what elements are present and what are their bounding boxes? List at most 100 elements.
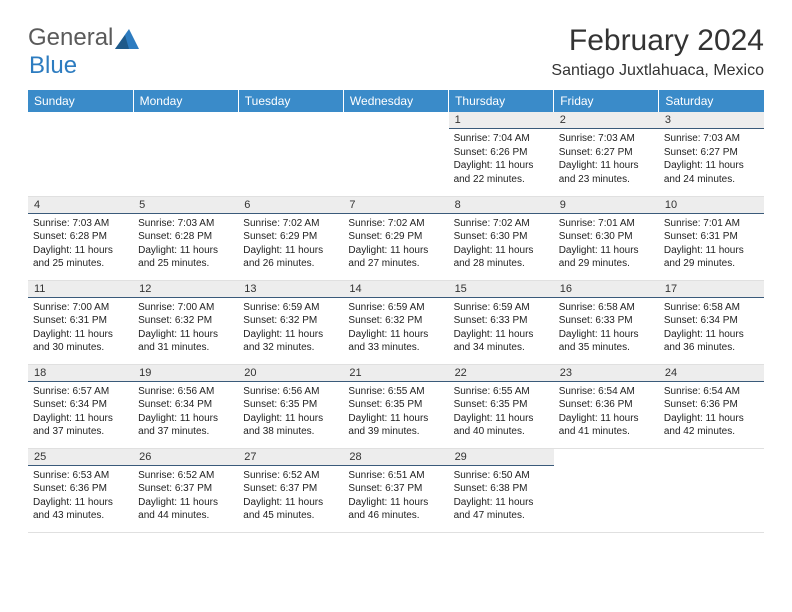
- calendar-row: 1 Sunrise: 7:04 AMSunset: 6:26 PMDaylight…: [28, 112, 764, 196]
- weekday-header: Sunday: [28, 90, 133, 112]
- sunset-text: Sunset: 6:30 PM: [454, 230, 549, 244]
- sunrise-text: Sunrise: 6:57 AM: [33, 385, 128, 399]
- calendar-cell: 20Sunrise: 6:56 AMSunset: 6:35 PMDayligh…: [238, 364, 343, 448]
- day-number: 13: [238, 281, 343, 298]
- sunrise-text: Sunrise: 7:03 AM: [33, 217, 128, 231]
- calendar-cell: [133, 112, 238, 196]
- daylight-text: Daylight: 11 hours and 45 minutes.: [243, 496, 338, 523]
- sunset-text: Sunset: 6:31 PM: [33, 314, 128, 328]
- day-content: Sunrise: 6:51 AMSunset: 6:37 PMDaylight:…: [343, 466, 448, 526]
- logo: General: [28, 24, 139, 52]
- sunrise-text: Sunrise: 7:00 AM: [138, 301, 233, 315]
- weekday-header: Monday: [133, 90, 238, 112]
- sunrise-text: Sunrise: 6:55 AM: [348, 385, 443, 399]
- calendar-cell: [659, 448, 764, 532]
- daylight-text: Daylight: 11 hours and 41 minutes.: [559, 412, 654, 439]
- weekday-header: Tuesday: [238, 90, 343, 112]
- sunrise-text: Sunrise: 7:03 AM: [559, 132, 654, 146]
- sunrise-text: Sunrise: 6:52 AM: [138, 469, 233, 483]
- calendar-cell: 15Sunrise: 6:59 AMSunset: 6:33 PMDayligh…: [449, 280, 554, 364]
- day-content: Sunrise: 6:59 AMSunset: 6:32 PMDaylight:…: [238, 298, 343, 358]
- calendar-cell: 26Sunrise: 6:52 AMSunset: 6:37 PMDayligh…: [133, 448, 238, 532]
- day-number: 17: [659, 281, 764, 298]
- sunrise-text: Sunrise: 6:59 AM: [454, 301, 549, 315]
- sunset-text: Sunset: 6:28 PM: [138, 230, 233, 244]
- calendar-cell: 29Sunrise: 6:50 AMSunset: 6:38 PMDayligh…: [449, 448, 554, 532]
- day-number: 12: [133, 281, 238, 298]
- daylight-text: Daylight: 11 hours and 35 minutes.: [559, 328, 654, 355]
- calendar-cell: 23Sunrise: 6:54 AMSunset: 6:36 PMDayligh…: [554, 364, 659, 448]
- sunset-text: Sunset: 6:38 PM: [454, 482, 549, 496]
- day-number: 26: [133, 449, 238, 466]
- weekday-header: Thursday: [449, 90, 554, 112]
- day-number: 8: [449, 197, 554, 214]
- calendar-cell: 21Sunrise: 6:55 AMSunset: 6:35 PMDayligh…: [343, 364, 448, 448]
- sunrise-text: Sunrise: 7:02 AM: [454, 217, 549, 231]
- logo-triangle-icon: [115, 28, 139, 48]
- day-number: 6: [238, 197, 343, 214]
- calendar-cell: 19Sunrise: 6:56 AMSunset: 6:34 PMDayligh…: [133, 364, 238, 448]
- weekday-header: Saturday: [659, 90, 764, 112]
- sunset-text: Sunset: 6:31 PM: [664, 230, 759, 244]
- sunrise-text: Sunrise: 6:58 AM: [559, 301, 654, 315]
- daylight-text: Daylight: 11 hours and 37 minutes.: [33, 412, 128, 439]
- day-number: 2: [554, 112, 659, 129]
- calendar-cell: 22Sunrise: 6:55 AMSunset: 6:35 PMDayligh…: [449, 364, 554, 448]
- day-number: 9: [554, 197, 659, 214]
- calendar-cell: 13Sunrise: 6:59 AMSunset: 6:32 PMDayligh…: [238, 280, 343, 364]
- calendar-cell: 18Sunrise: 6:57 AMSunset: 6:34 PMDayligh…: [28, 364, 133, 448]
- calendar-cell: 27Sunrise: 6:52 AMSunset: 6:37 PMDayligh…: [238, 448, 343, 532]
- sunrise-text: Sunrise: 7:04 AM: [454, 132, 549, 146]
- daylight-text: Daylight: 11 hours and 26 minutes.: [243, 244, 338, 271]
- sunset-text: Sunset: 6:34 PM: [33, 398, 128, 412]
- daylight-text: Daylight: 11 hours and 34 minutes.: [454, 328, 549, 355]
- daylight-text: Daylight: 11 hours and 22 minutes.: [454, 159, 549, 186]
- day-content: Sunrise: 6:58 AMSunset: 6:34 PMDaylight:…: [659, 298, 764, 358]
- sunset-text: Sunset: 6:36 PM: [33, 482, 128, 496]
- day-content: Sunrise: 7:03 AMSunset: 6:28 PMDaylight:…: [28, 214, 133, 274]
- sunrise-text: Sunrise: 6:55 AM: [454, 385, 549, 399]
- daylight-text: Daylight: 11 hours and 25 minutes.: [138, 244, 233, 271]
- sunset-text: Sunset: 6:29 PM: [348, 230, 443, 244]
- calendar-table: Sunday Monday Tuesday Wednesday Thursday…: [28, 90, 764, 533]
- sunrise-text: Sunrise: 6:59 AM: [348, 301, 443, 315]
- calendar-cell: 6Sunrise: 7:02 AMSunset: 6:29 PMDaylight…: [238, 196, 343, 280]
- day-number: 29: [449, 449, 554, 466]
- daylight-text: Daylight: 11 hours and 43 minutes.: [33, 496, 128, 523]
- day-content: Sunrise: 7:01 AMSunset: 6:30 PMDaylight:…: [554, 214, 659, 274]
- sunrise-text: Sunrise: 6:51 AM: [348, 469, 443, 483]
- calendar-cell: 12Sunrise: 7:00 AMSunset: 6:32 PMDayligh…: [133, 280, 238, 364]
- daylight-text: Daylight: 11 hours and 39 minutes.: [348, 412, 443, 439]
- daylight-text: Daylight: 11 hours and 36 minutes.: [664, 328, 759, 355]
- day-content: Sunrise: 7:02 AMSunset: 6:29 PMDaylight:…: [343, 214, 448, 274]
- day-content: Sunrise: 6:55 AMSunset: 6:35 PMDaylight:…: [343, 382, 448, 442]
- sunset-text: Sunset: 6:26 PM: [454, 146, 549, 160]
- sunset-text: Sunset: 6:32 PM: [348, 314, 443, 328]
- daylight-text: Daylight: 11 hours and 25 minutes.: [33, 244, 128, 271]
- calendar-cell: 11Sunrise: 7:00 AMSunset: 6:31 PMDayligh…: [28, 280, 133, 364]
- daylight-text: Daylight: 11 hours and 29 minutes.: [664, 244, 759, 271]
- sunset-text: Sunset: 6:27 PM: [664, 146, 759, 160]
- sunrise-text: Sunrise: 6:52 AM: [243, 469, 338, 483]
- calendar-cell: 10Sunrise: 7:01 AMSunset: 6:31 PMDayligh…: [659, 196, 764, 280]
- calendar-cell: 7Sunrise: 7:02 AMSunset: 6:29 PMDaylight…: [343, 196, 448, 280]
- sunset-text: Sunset: 6:27 PM: [559, 146, 654, 160]
- sunset-text: Sunset: 6:37 PM: [243, 482, 338, 496]
- location: Santiago Juxtlahuaca, Mexico: [551, 62, 764, 80]
- day-content: Sunrise: 7:02 AMSunset: 6:29 PMDaylight:…: [238, 214, 343, 274]
- day-content: Sunrise: 7:03 AMSunset: 6:27 PMDaylight:…: [554, 129, 659, 189]
- day-content: Sunrise: 6:56 AMSunset: 6:34 PMDaylight:…: [133, 382, 238, 442]
- sunset-text: Sunset: 6:34 PM: [138, 398, 233, 412]
- daylight-text: Daylight: 11 hours and 27 minutes.: [348, 244, 443, 271]
- day-content: Sunrise: 6:52 AMSunset: 6:37 PMDaylight:…: [133, 466, 238, 526]
- calendar-row: 25Sunrise: 6:53 AMSunset: 6:36 PMDayligh…: [28, 448, 764, 532]
- day-number: 1: [449, 112, 554, 129]
- day-number: 3: [659, 112, 764, 129]
- day-content: Sunrise: 7:00 AMSunset: 6:31 PMDaylight:…: [28, 298, 133, 358]
- sunrise-text: Sunrise: 7:01 AM: [664, 217, 759, 231]
- calendar-cell: [554, 448, 659, 532]
- sunset-text: Sunset: 6:36 PM: [664, 398, 759, 412]
- sunset-text: Sunset: 6:29 PM: [243, 230, 338, 244]
- sunrise-text: Sunrise: 7:01 AM: [559, 217, 654, 231]
- sunset-text: Sunset: 6:34 PM: [664, 314, 759, 328]
